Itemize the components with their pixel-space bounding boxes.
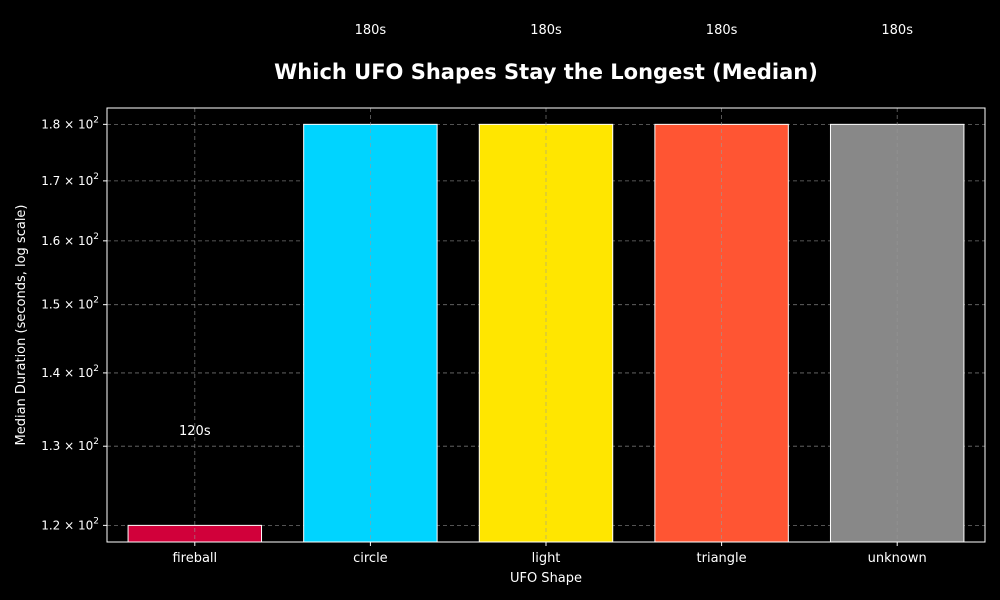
y-tick-exponent: 2: [93, 364, 99, 374]
x-tick-label: fireball: [172, 551, 217, 566]
x-tick-label: circle: [353, 551, 388, 566]
y-tick-base: 10: [78, 298, 93, 312]
y-tick-mantissa: 1.7 ×: [41, 174, 78, 188]
y-tick-base: 10: [78, 174, 93, 188]
y-tick-mantissa: 1.3 ×: [41, 439, 78, 453]
y-tick-label: 1.6 × 102: [41, 232, 99, 248]
y-tick-base: 10: [78, 234, 93, 248]
y-tick-label: 1.7 × 102: [41, 172, 99, 188]
y-tick-exponent: 2: [93, 296, 99, 306]
data-labels: 120s 180s 180s 180s 180s: [179, 23, 913, 439]
x-tick-label: unknown: [868, 551, 927, 566]
y-tick-label: 1.8 × 102: [41, 115, 99, 131]
data-label-light: 180s: [530, 23, 562, 38]
data-label-circle: 180s: [355, 23, 387, 38]
y-tick-mantissa: 1.8 ×: [41, 117, 78, 131]
y-tick-mantissa: 1.6 ×: [41, 234, 78, 248]
y-tick-label: 1.5 × 102: [41, 296, 99, 312]
y-tick-label: 1.3 × 102: [41, 437, 99, 453]
data-label-triangle: 180s: [706, 23, 738, 38]
y-tick-base: 10: [78, 366, 93, 380]
x-tick-label: triangle: [697, 551, 747, 566]
y-tick-exponent: 2: [93, 232, 99, 242]
y-tick-mantissa: 1.4 ×: [41, 366, 78, 380]
bar-fireball: [127, 524, 263, 543]
y-tick-mantissa: 1.5 ×: [41, 298, 78, 312]
y-tick-base: 10: [78, 439, 93, 453]
x-tick-label: light: [532, 551, 561, 566]
y-tick-exponent: 2: [93, 172, 99, 182]
data-label-fireball: 120s: [179, 424, 211, 439]
y-tick-mantissa: 1.2 ×: [41, 518, 78, 532]
y-tick-exponent: 2: [93, 115, 99, 125]
y-tick-exponent: 2: [93, 516, 99, 526]
x-axis-label: UFO Shape: [510, 571, 582, 586]
y-tick-label: 1.2 × 102: [41, 516, 99, 532]
y-tick-base: 10: [78, 117, 93, 131]
chart-title: Which UFO Shapes Stay the Longest (Media…: [274, 60, 818, 84]
y-axis-label: Median Duration (seconds, log scale): [14, 204, 29, 445]
data-label-unknown: 180s: [881, 23, 913, 38]
y-tick-exponent: 2: [93, 437, 99, 447]
y-tick-label: 1.4 × 102: [41, 364, 99, 380]
vertical-grid-lines: [194, 108, 898, 542]
y-tick-base: 10: [78, 518, 93, 532]
x-axis-ticks: fireball circle light triangle unknown: [172, 542, 927, 566]
